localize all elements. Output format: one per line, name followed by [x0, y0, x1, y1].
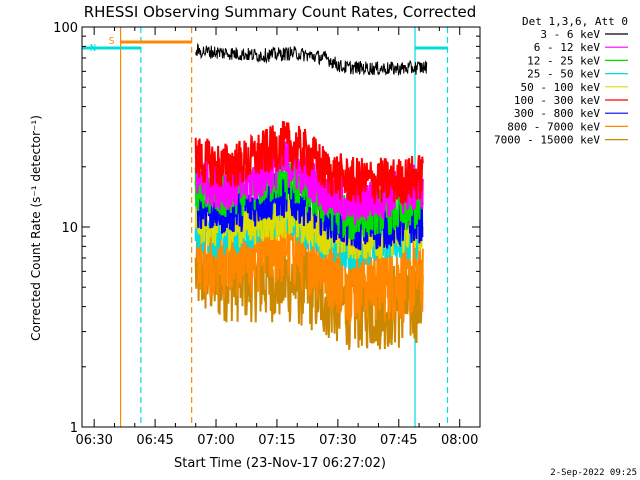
annotation-n: N: [90, 43, 96, 54]
legend-title: Det 1,3,6, Att 0: [522, 15, 628, 28]
series-line-6: [194, 121, 424, 205]
legend-label-6: 100 - 300 keV: [514, 94, 600, 107]
legend-label-5: 50 - 100 keV: [521, 81, 601, 94]
x-tick-label: 07:15: [258, 433, 295, 448]
legend-label-8: 800 - 7000 keV: [507, 120, 600, 133]
annotation-s: S: [109, 36, 115, 47]
state-bar-group: NS: [82, 36, 448, 54]
x-tick-label: 06:30: [75, 433, 112, 448]
time-marker-group: [119, 27, 449, 427]
y-tick-label: 10: [61, 221, 78, 236]
legend-label-4: 25 - 50 keV: [527, 68, 600, 81]
series-line-1: [195, 42, 428, 76]
date-stamp: 2-Sep-2022 09:25: [550, 468, 637, 478]
legend-label-2: 6 - 12 keV: [534, 41, 601, 54]
y-tick-label: 1: [70, 421, 78, 436]
x-tick-label: 07:45: [380, 433, 417, 448]
axes-group: 06:30 06:45 07:00 07:15 07:30 07:45 08:00 1 10 10…: [53, 21, 481, 448]
x-tick-label: 06:45: [136, 433, 173, 448]
x-tick-label: 07:00: [197, 433, 234, 448]
x-tick-label: 07:30: [319, 433, 356, 448]
y-axis-label: Corrected Count Rate (s⁻¹ detector⁻¹): [29, 115, 43, 341]
legend-label-3: 12 - 25 keV: [527, 54, 600, 67]
legend-label-1: 3 - 6 keV: [540, 28, 600, 41]
legend-label-7: 300 - 800 keV: [514, 107, 600, 120]
series-group: [194, 42, 428, 350]
x-tick-label: 08:00: [441, 433, 478, 448]
legend-label-9: 7000 - 15000 keV: [494, 134, 600, 147]
x-axis-label: Start Time (23-Nov-17 06:27:02): [174, 456, 386, 471]
y-tick-label: 100: [53, 21, 78, 36]
chart-title: RHESSI Observing Summary Count Rates, Co…: [84, 3, 477, 21]
